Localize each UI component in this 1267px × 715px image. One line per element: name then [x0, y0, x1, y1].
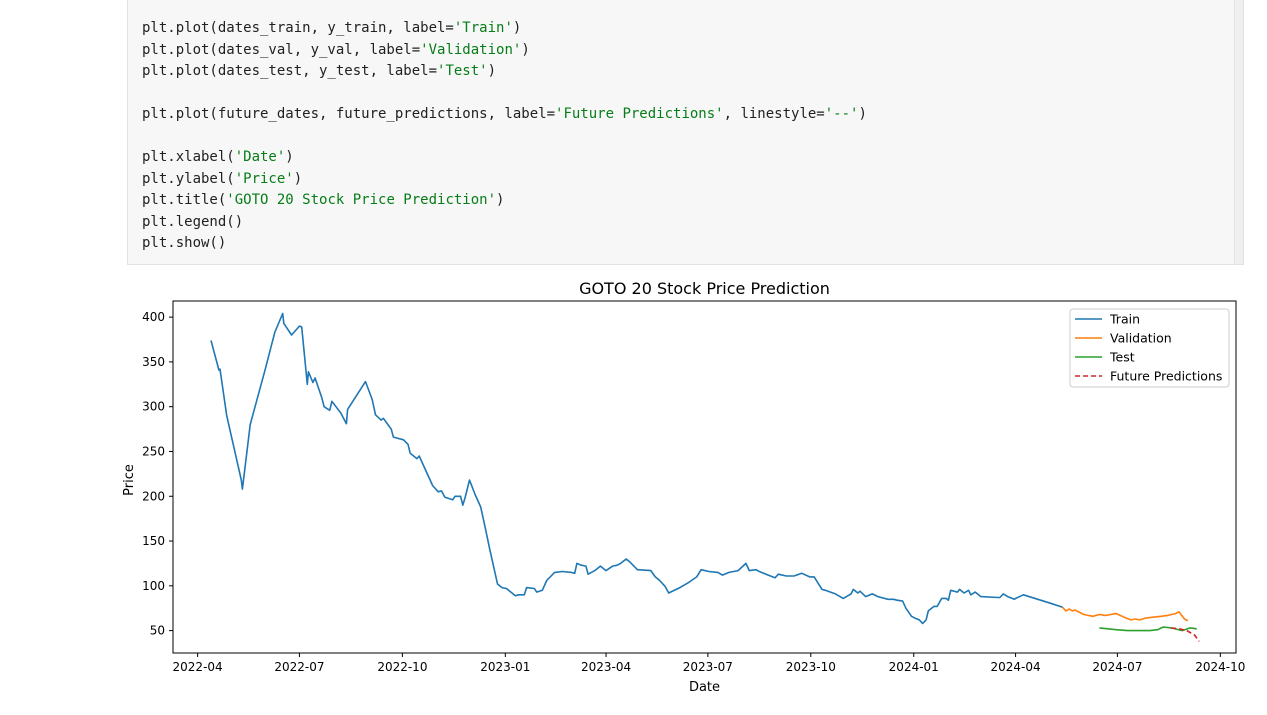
string-token: 'Train'	[453, 20, 513, 36]
string-token: 'Validation'	[420, 41, 522, 58]
plot-frame	[172, 300, 1237, 654]
string-token: 'GOTO 20 Stock Price Prediction'	[226, 192, 497, 208]
legend-box	[1069, 308, 1230, 388]
code-line: plt.plot(dates_train, y_train, label='Tr…	[142, 18, 867, 40]
code-line: plt.plot(dates_val, y_val, label='Valida…	[142, 40, 867, 62]
y-tick-label: 200	[142, 489, 165, 503]
string-token: 'Date'	[234, 149, 286, 165]
y-axis-label: Price	[122, 464, 137, 496]
code-line: plt.ylabel('Price')	[142, 169, 867, 191]
code-line: plt.plot(future_dates, future_prediction…	[142, 104, 867, 126]
code-token: )	[858, 106, 867, 122]
legend-label: Train	[1109, 312, 1140, 327]
code-token: )	[496, 192, 505, 208]
series-line-test	[1099, 626, 1197, 632]
y-axis: 50 100 150 200 250 300 350 400	[142, 310, 173, 638]
x-tick-label: 2023-04	[581, 660, 631, 674]
legend-label: Validation	[1110, 331, 1172, 346]
x-tick-label: 2024-04	[990, 660, 1040, 674]
code-token: plt.title(	[142, 192, 227, 208]
x-tick-label: 2023-10	[786, 660, 836, 674]
code-token: plt.plot(dates_test, y_test, label=	[142, 63, 438, 79]
code-line: plt.legend()	[142, 212, 867, 234]
string-token: 'Price'	[234, 170, 294, 187]
code-token: )	[487, 63, 497, 79]
code-line: plt.show()	[142, 233, 867, 255]
chart-title: GOTO 20 Stock Price Prediction	[579, 279, 830, 298]
x-tick-label: 2023-07	[683, 660, 733, 674]
series-line-train	[210, 312, 1063, 625]
x-tick-label: 2024-01	[889, 660, 939, 674]
y-tick-label: 50	[150, 624, 165, 638]
code-token: plt.plot(dates_train, y_train, label=	[142, 20, 454, 36]
code-cell[interactable]: plt.plot(dates_train, y_train, label='Tr…	[127, 0, 1244, 265]
code-token: plt.plot(future_dates, future_prediction…	[142, 106, 556, 122]
x-tick-label: 2024-07	[1092, 660, 1142, 674]
x-axis: 2022-04 2022-07 2022-10 2023-01 2023-04 2023-…	[173, 653, 1245, 674]
code-line	[142, 126, 867, 148]
code-token: , linestyle=	[723, 106, 825, 122]
code-line: plt.plot(dates_test, y_test, label='Test…	[142, 61, 867, 83]
y-tick-label: 150	[142, 534, 165, 548]
line-chart: GOTO 20 Stock Price Prediction 2022-04 20…	[122, 279, 1245, 695]
code-editor[interactable]: plt.plot(dates_train, y_train, label='Tr…	[142, 18, 867, 255]
x-tick-label: 2023-01	[480, 660, 530, 674]
code-token: plt.ylabel(	[142, 170, 235, 187]
code-token: plt.show()	[142, 235, 227, 251]
x-tick-label: 2024-10	[1195, 660, 1245, 674]
code-token: )	[521, 41, 530, 58]
y-tick-label: 100	[142, 579, 165, 593]
code-token: )	[285, 149, 294, 165]
code-token: )	[512, 20, 522, 36]
code-token: plt.plot(dates_val, y_val, label=	[142, 41, 421, 58]
plot-output: GOTO 20 Stock Price Prediction 2022-04 20…	[0, 266, 1267, 711]
y-tick-label: 400	[142, 310, 165, 324]
code-token: )	[293, 170, 303, 187]
string-token: 'Future Predictions'	[555, 106, 724, 122]
x-axis-label: Date	[689, 680, 720, 695]
legend-label: Future Predictions	[1110, 369, 1222, 384]
string-token: '--'	[824, 106, 859, 122]
x-tick-label: 2022-04	[173, 660, 223, 674]
x-tick-label: 2022-10	[377, 660, 427, 674]
code-line	[142, 83, 867, 105]
string-token: 'Test'	[437, 63, 488, 79]
code-line: plt.title('GOTO 20 Stock Price Predictio…	[142, 190, 867, 212]
code-token: plt.xlabel(	[142, 149, 235, 165]
legend-label: Test	[1109, 350, 1135, 365]
code-line: plt.xlabel('Date')	[142, 147, 867, 169]
code-token: plt.legend()	[142, 213, 244, 230]
series-line-validation	[1062, 606, 1189, 622]
y-tick-label: 300	[142, 400, 165, 414]
x-tick-label: 2022-07	[274, 660, 324, 674]
chart-legend: Train Validation Test Future Predictions	[1069, 308, 1230, 388]
cell-scrollbar[interactable]	[1234, 0, 1243, 264]
series-line-future-predictions	[1171, 627, 1200, 642]
y-tick-label: 250	[142, 444, 165, 458]
y-tick-label: 350	[142, 355, 165, 369]
